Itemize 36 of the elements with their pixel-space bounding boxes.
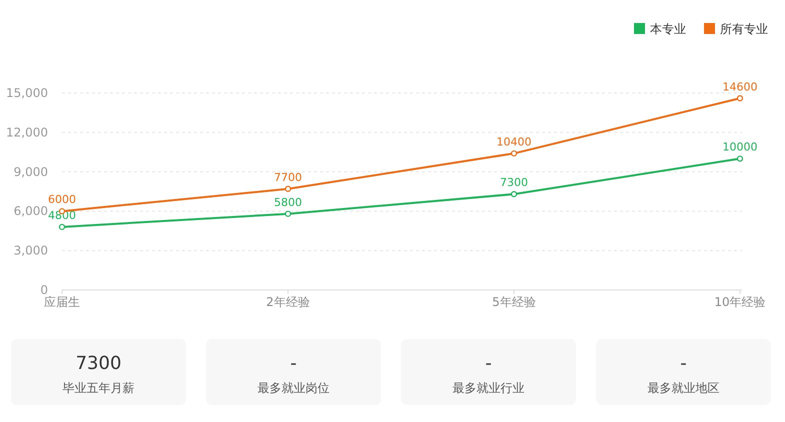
text: 7300	[76, 353, 122, 374]
y-tick-label: 6,000	[14, 204, 48, 218]
text: 最多就业地区	[648, 381, 720, 395]
text: -	[485, 353, 492, 374]
x-tick-label: 5年经验	[492, 295, 536, 309]
y-tick-label: 0	[40, 283, 48, 297]
y-tick-label: 15,000	[6, 86, 48, 100]
text: 最多就业行业	[452, 381, 524, 395]
text: -	[290, 353, 297, 374]
point	[736, 95, 744, 102]
y-tick-label: 12,000	[6, 125, 48, 140]
data-label: 6000	[48, 193, 76, 206]
x-tick-label: 2年经验	[266, 295, 310, 309]
point	[58, 224, 66, 230]
legend-label: 所有专业	[720, 22, 768, 36]
y-tick-label: 3,000	[14, 244, 48, 258]
data-label: 7300	[500, 176, 528, 190]
text: -	[680, 353, 687, 374]
data-label: 10000	[722, 140, 758, 154]
point	[510, 150, 518, 157]
data-label: 14600	[722, 80, 758, 94]
legend-item: 本专业	[634, 22, 686, 36]
point	[284, 186, 292, 192]
point	[284, 210, 292, 217]
x-tick-label: 10年经验	[714, 295, 766, 309]
legend-label: 本专业	[650, 22, 686, 36]
point	[736, 156, 744, 162]
data-label: 5800	[274, 196, 302, 209]
text: 最多就业岗位	[258, 381, 330, 395]
data-label: 7700	[274, 170, 302, 184]
x-tick-label: 应届生	[44, 295, 80, 309]
data-label: 10400	[496, 135, 532, 148]
text: 毕业五年月薪	[62, 381, 134, 395]
y-tick-label: 9,000	[14, 164, 48, 179]
point	[510, 191, 518, 198]
legend-item: 所有专业	[704, 22, 768, 36]
